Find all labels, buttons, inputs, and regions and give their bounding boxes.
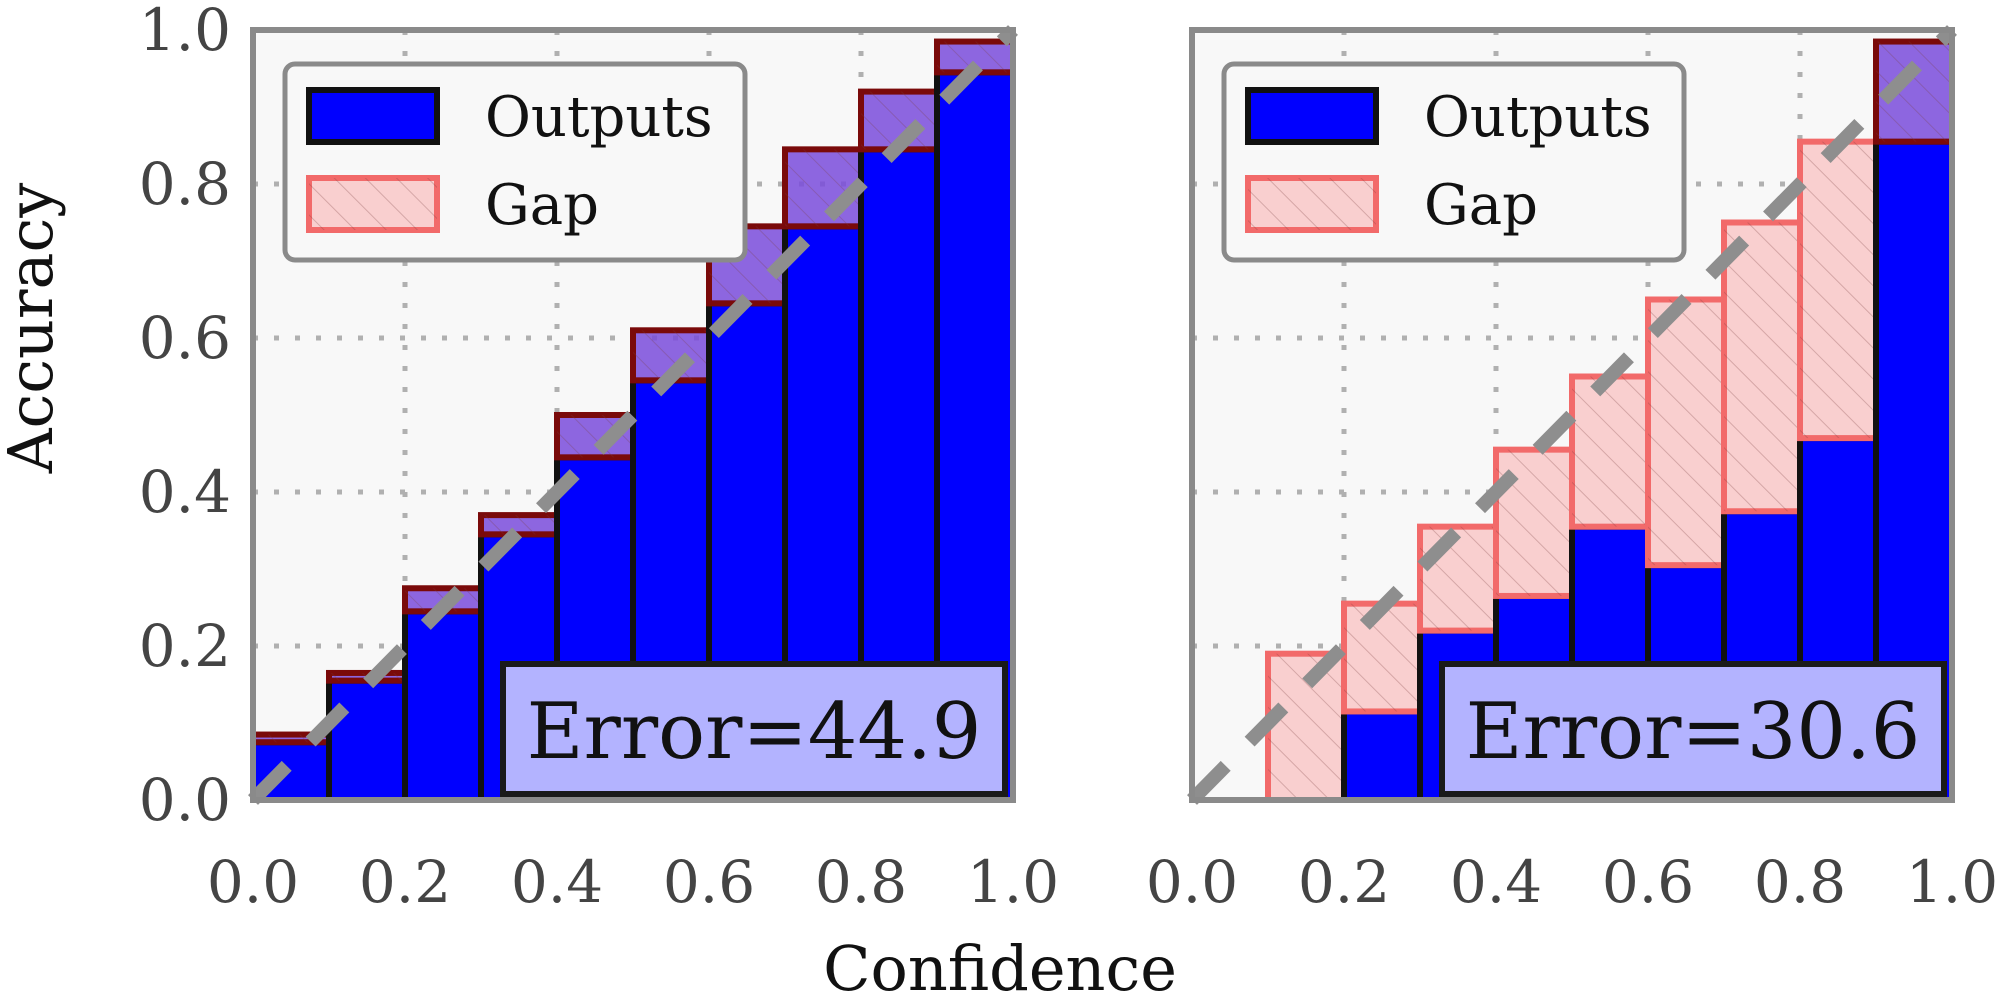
error-label: Error=44.9 <box>527 687 982 777</box>
gap-bar-hatch <box>1648 299 1724 566</box>
error-label: Error=30.6 <box>1466 687 1921 777</box>
y-tick-label: 0.4 <box>139 458 231 526</box>
y-axis-label: Accuracy <box>0 183 67 475</box>
y-tick-label: 0.2 <box>139 612 231 680</box>
x-tick-label: 0.4 <box>1450 848 1542 916</box>
gap-bar-hatch <box>1572 376 1648 527</box>
gap-bar-hatch <box>253 734 329 743</box>
x-tick-label: 1.0 <box>967 848 1059 916</box>
perfect-calibration-line <box>248 25 1018 805</box>
perfect-calibration-line <box>1187 25 1957 805</box>
plot-frame <box>250 27 1016 803</box>
y-tick-label: 1.0 <box>139 0 231 64</box>
y-tick-label: 0.6 <box>139 304 231 372</box>
y-tick-label: 0.0 <box>139 766 231 834</box>
legend-label-gap: Gap <box>485 173 599 238</box>
legend-label-outputs: Outputs <box>485 85 713 150</box>
outputs-bar <box>1341 708 1423 804</box>
gap-bar-hatch <box>1724 222 1800 512</box>
x-tick-label: 0.4 <box>511 848 603 916</box>
x-tick-label: 0.6 <box>1602 848 1694 916</box>
legend-label-gap: Gap <box>1424 173 1538 238</box>
x-tick-label: 0.2 <box>1298 848 1390 916</box>
gap-bar-hatch <box>1800 141 1876 439</box>
outputs-bar <box>326 677 408 804</box>
x-tick-label: 1.0 <box>1906 848 1998 916</box>
legend-swatch-outputs <box>306 87 440 145</box>
y-tick-label: 0.8 <box>139 150 231 218</box>
gap-bar-hatch <box>1420 526 1496 631</box>
legend-label-outputs: Outputs <box>1424 85 1652 150</box>
legend-swatch-gap-hatch <box>1248 178 1376 230</box>
outputs-bar <box>402 608 484 803</box>
x-tick-label: 0.8 <box>1754 848 1846 916</box>
x-tick-label: 0.8 <box>815 848 907 916</box>
legend-swatch-outputs <box>1245 87 1379 145</box>
x-tick-label: 0.2 <box>359 848 451 916</box>
error-box <box>1439 661 1947 797</box>
plot-frame <box>1189 27 1955 803</box>
legend-swatch-gap-hatch <box>309 178 437 230</box>
x-tick-label: 0.6 <box>663 848 755 916</box>
x-tick-label: 0.0 <box>1146 848 1238 916</box>
error-box <box>500 661 1008 797</box>
x-axis-label: Confidence <box>823 932 1177 997</box>
gap-bar-hatch <box>481 515 557 535</box>
calibration-panel-right: 0.0 0.2 0.4 0.6 0.8 1.0 Outputs Gap Error=30.6 <box>1146 25 1998 916</box>
x-tick-label: 0.0 <box>207 848 299 916</box>
calibration-panel-left: 0.0 0.2 0.4 0.6 0.8 1.0 0.0 0.2 0.4 0.6 0.8 1.0 Outp… <box>139 0 1059 916</box>
gap-bar-hatch <box>1344 603 1420 712</box>
